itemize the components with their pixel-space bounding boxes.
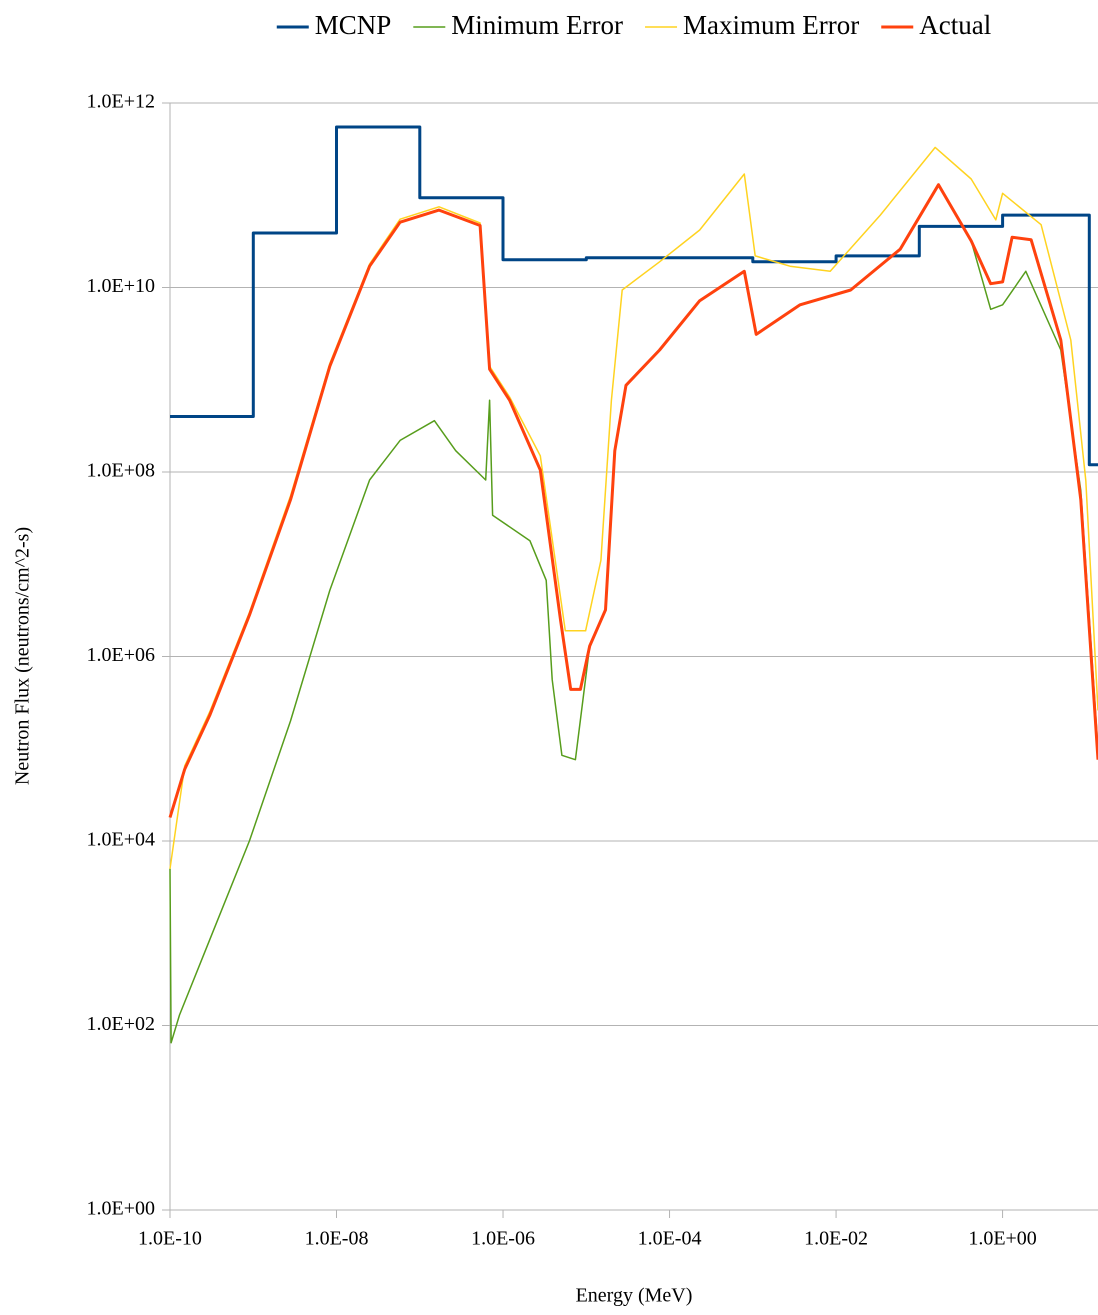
legend-label: Actual [919,10,991,40]
y-tick-label: 1.0E+06 [87,644,156,666]
legend-label: MCNP [315,10,392,40]
series-line [168,183,1098,818]
y-tick-label: 1.0E+12 [87,91,156,113]
x-tick-label: 1.0E-02 [804,1228,868,1250]
series-line [170,125,1098,467]
x-tick-label: 1.0E-04 [638,1228,702,1250]
y-tick-label: 1.0E+00 [87,1198,156,1220]
x-axis-title: Energy (MeV) [576,1285,693,1307]
x-tick-label: 1.0E+00 [968,1228,1037,1250]
y-tick-label: 1.0E+04 [87,829,156,851]
x-tick-label: 1.0E-06 [471,1228,535,1250]
legend-label: Minimum Error [451,10,623,40]
y-tick-label: 1.0E+08 [87,460,156,482]
y-tick-label: 1.0E+02 [87,1013,156,1035]
y-tick-label: 1.0E+10 [87,275,156,297]
x-tick-label: 1.0E-08 [305,1228,369,1250]
series-line [169,146,1098,869]
x-tick-label: 1.0E-10 [138,1228,202,1250]
legend-label: Maximum Error [683,10,859,40]
y-axis-title: Neutron Flux (neutrons/cm^2-s) [12,527,34,785]
series-line [169,183,1098,1044]
